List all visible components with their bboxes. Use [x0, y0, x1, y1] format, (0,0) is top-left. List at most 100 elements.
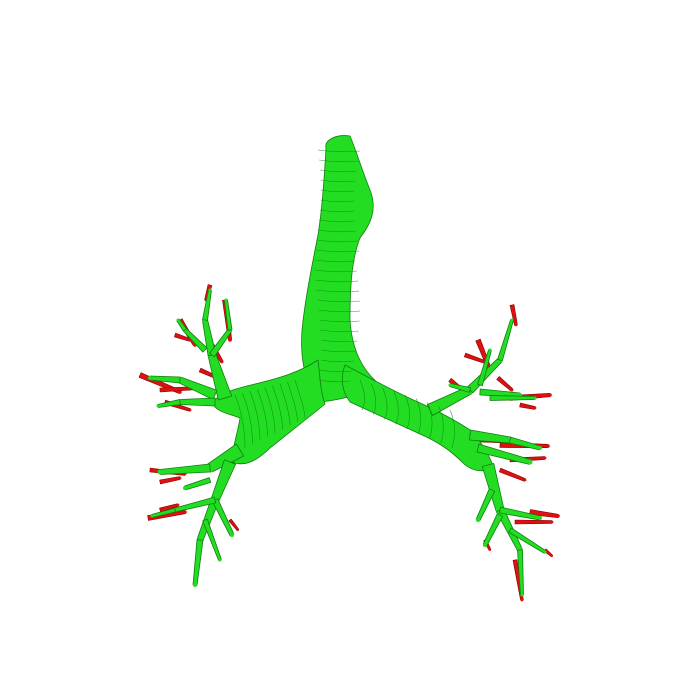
- trachea-contour: [319, 369, 353, 373]
- red-tip-29-joint: [551, 555, 553, 557]
- red-tip-10-joint: [178, 476, 182, 480]
- right-bronchus-contour: [415, 398, 422, 434]
- red-tip-10: [159, 476, 181, 485]
- left-branch-6-joint: [148, 376, 152, 380]
- red-tip-19: [496, 376, 514, 392]
- trachea-contour: [319, 319, 360, 323]
- trachea-contour: [320, 349, 356, 353]
- red-tip-12-joint: [176, 503, 180, 507]
- left-branch-2: [202, 289, 212, 321]
- right-branch-13-joint: [538, 516, 542, 520]
- trachea-contour: [319, 159, 359, 163]
- left-branch-4-joint: [224, 298, 228, 302]
- trachea-contour: [316, 289, 360, 293]
- trachea-contour: [320, 359, 354, 363]
- right-branch-16-joint: [476, 518, 480, 522]
- trachea-contour: [315, 259, 355, 263]
- right-main-bronchus: [341, 364, 495, 472]
- right-branch-14: [482, 513, 504, 547]
- right-branch-15-joint: [543, 550, 547, 554]
- red-tip-21-joint: [533, 406, 537, 410]
- red-tip-14: [228, 518, 240, 532]
- left-branch-12-joint: [157, 469, 163, 475]
- left-branch-20-joint: [183, 486, 187, 490]
- trachea-contour: [316, 239, 358, 243]
- left-bronchus-contour: [287, 381, 298, 422]
- trachea-contour: [317, 149, 361, 153]
- trachea: [301, 135, 381, 403]
- left-bronchus-contour: [234, 394, 246, 449]
- red-tip-27: [514, 519, 553, 525]
- right-branch-3-joint: [488, 348, 492, 352]
- left-branch-11: [207, 443, 245, 473]
- right-branch-7: [468, 429, 511, 444]
- left-branch-7: [179, 397, 216, 407]
- red-tip-15: [509, 304, 518, 326]
- red-tip-23-joint: [546, 444, 550, 448]
- right-bronchus-contour: [449, 409, 455, 449]
- red-tip-24-joint: [543, 456, 547, 460]
- trachea-contour: [320, 329, 359, 333]
- trachea-contour: [319, 209, 355, 213]
- left-branch-2-joint: [208, 288, 212, 292]
- red-tip-4-joint: [178, 390, 182, 394]
- red-tip-15-joint: [514, 323, 518, 327]
- right-branch-8: [508, 436, 541, 451]
- right-branch-6: [489, 395, 536, 401]
- trachea-contour: [315, 279, 359, 283]
- left-branch-10-joint: [176, 318, 180, 322]
- left-branch-15-joint: [193, 583, 197, 587]
- trachea-contour: [318, 379, 351, 383]
- red-tip-7-joint: [188, 408, 192, 412]
- red-tip-30-joint: [489, 549, 491, 551]
- left-branch-8: [157, 399, 181, 408]
- trachea-contour: [320, 179, 356, 183]
- left-main-bronchus: [211, 359, 326, 465]
- right-bronchus-contour: [404, 394, 410, 430]
- red-tip-20-joint: [548, 393, 552, 397]
- left-branch-19-joint: [218, 558, 222, 562]
- right-branch-6-joint: [533, 396, 537, 400]
- left-bronchus-contour: [279, 383, 291, 426]
- left-branch-20: [183, 477, 212, 491]
- left-bronchus-contour: [257, 389, 268, 437]
- right-branch-15: [508, 527, 547, 554]
- right-bronchus-contour: [438, 406, 444, 444]
- left-branch-12: [159, 463, 211, 475]
- red-tip-11-joint: [183, 510, 187, 514]
- trachea-contour: [317, 299, 360, 303]
- left-bronchus-contour: [242, 393, 253, 445]
- red-tip-21: [519, 402, 536, 410]
- left-bronchus-contour: [249, 391, 261, 441]
- red-tip-8-joint: [220, 360, 224, 364]
- trachea-contour: [317, 229, 356, 233]
- red-tip-14-joint: [237, 529, 239, 531]
- right-branch-4-joint: [448, 383, 452, 387]
- trachea-contour: [320, 169, 357, 173]
- trachea-contour: [320, 339, 358, 343]
- left-bronchus-contour: [294, 379, 306, 419]
- red-tip-19-joint: [510, 388, 514, 392]
- left-branch-6: [149, 375, 181, 384]
- trachea-contour: [315, 249, 360, 253]
- trachea-contour: [318, 219, 355, 223]
- right-branch-8-joint: [538, 446, 542, 450]
- right-branch-2: [497, 319, 514, 362]
- right-branch-9-joint: [527, 459, 533, 465]
- left-branch-18: [151, 507, 176, 518]
- left-branch-16: [211, 498, 235, 537]
- right-branch-16: [475, 488, 496, 522]
- right-bronchus-contour: [370, 383, 377, 415]
- left-bronchus-contour: [272, 385, 283, 430]
- red-tip-28-joint: [520, 598, 524, 602]
- right-bronchus-contour: [359, 379, 365, 411]
- left-branch-16-joint: [230, 533, 234, 537]
- right-bronchus-contour: [393, 391, 399, 425]
- trachea-contour: [320, 199, 355, 203]
- trachea-contour: [314, 269, 357, 273]
- surface-contour-lines: [234, 149, 455, 449]
- right-bronchus-contour: [382, 387, 388, 420]
- right-branch-12-joint: [520, 593, 524, 597]
